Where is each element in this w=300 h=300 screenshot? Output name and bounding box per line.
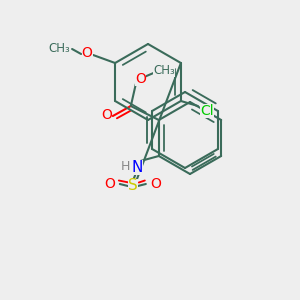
Text: N: N	[131, 160, 142, 175]
Text: O: O	[101, 108, 112, 122]
Text: Cl: Cl	[200, 104, 214, 118]
Text: O: O	[150, 177, 161, 191]
Text: O: O	[135, 72, 146, 86]
Text: CH₃: CH₃	[153, 64, 175, 76]
Text: O: O	[82, 46, 92, 60]
Text: CH₃: CH₃	[48, 43, 70, 56]
Text: O: O	[104, 177, 115, 191]
Text: S: S	[128, 178, 138, 194]
Text: H: H	[121, 160, 130, 173]
